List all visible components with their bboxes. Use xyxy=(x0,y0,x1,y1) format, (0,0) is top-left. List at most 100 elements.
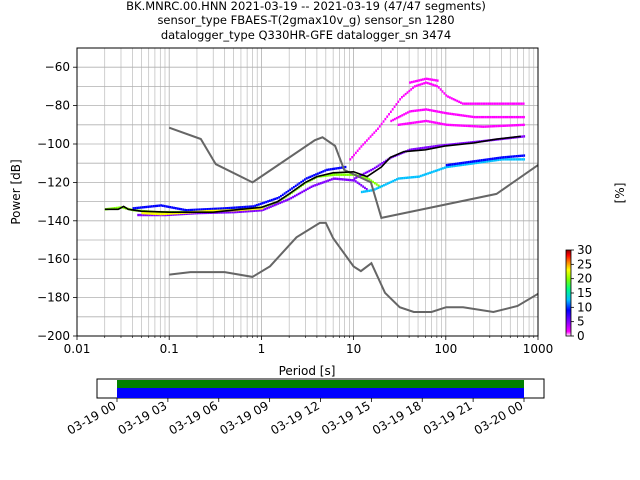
pdf-cell xyxy=(339,166,341,170)
colorbar-tick-label: 0 xyxy=(577,329,585,343)
pdf-cell xyxy=(366,170,369,174)
pdf-cell xyxy=(447,123,450,127)
pdf-cell xyxy=(236,210,239,214)
pdf-cell xyxy=(434,121,437,124)
pdf-cell xyxy=(381,184,384,188)
pdf-cell xyxy=(222,211,224,214)
pdf-cell xyxy=(427,77,430,81)
pdf-cell xyxy=(246,210,248,213)
pdf-cell xyxy=(460,161,463,165)
pdf-cell xyxy=(405,176,408,180)
pdf-cell xyxy=(436,84,438,88)
pdf-cell xyxy=(500,124,503,128)
pdf-cell xyxy=(333,167,336,170)
pdf-cell xyxy=(351,156,354,159)
pdf-cell xyxy=(517,158,520,161)
pdf-cell xyxy=(207,209,210,213)
pdf-cell xyxy=(349,158,352,161)
pdf-cell xyxy=(458,124,461,127)
pdf-cell xyxy=(384,117,387,121)
pdf-cell xyxy=(268,199,271,202)
pdf-cell xyxy=(521,115,524,119)
pdf-cell xyxy=(418,175,420,178)
nlnm-curve xyxy=(169,221,539,314)
pdf-cell xyxy=(329,178,331,182)
pdf-cell xyxy=(477,159,479,162)
segment-tick-label: 03-19 21 xyxy=(421,398,475,437)
pdf-cell xyxy=(272,198,275,201)
pdf-cell xyxy=(305,177,308,180)
pdf-cell xyxy=(369,135,372,138)
pdf-cell xyxy=(469,102,472,105)
pdf-cell xyxy=(146,212,149,215)
pdf-cell xyxy=(476,102,479,105)
pdf-cell xyxy=(257,207,260,210)
pdf-cell xyxy=(375,183,378,186)
pdf-cell xyxy=(244,210,247,213)
pdf-cell xyxy=(427,172,430,175)
pdf-cell xyxy=(502,156,505,159)
pdf-cell xyxy=(143,205,146,209)
pdf-cell xyxy=(383,184,385,187)
pdf-cell xyxy=(167,205,170,209)
pdf-cell xyxy=(493,157,496,160)
pdf-cell xyxy=(347,178,350,182)
pdf-cell xyxy=(517,102,520,105)
pdf-cell xyxy=(362,185,365,188)
pdf-cell xyxy=(453,164,455,168)
pdf-cell xyxy=(360,184,363,187)
pdf-cell xyxy=(475,125,477,128)
pdf-cell xyxy=(482,115,485,119)
pdf-cell xyxy=(499,115,501,119)
pdf-cell xyxy=(460,163,463,167)
pdf-cell xyxy=(471,160,474,163)
pdf-cell xyxy=(282,200,285,203)
pdf-cell xyxy=(491,157,494,160)
pdf-cell xyxy=(469,162,472,165)
pdf-cell xyxy=(343,178,346,181)
pdf-cell xyxy=(517,154,520,158)
pdf-cell xyxy=(497,156,500,160)
pdf-cell xyxy=(326,174,328,177)
pdf-cell xyxy=(506,102,508,105)
pdf-cell xyxy=(184,208,186,212)
pdf-cell xyxy=(168,213,171,217)
pdf-cell xyxy=(432,109,435,113)
pdf-cell xyxy=(412,148,415,151)
pdf-cell xyxy=(318,171,321,175)
pdf-cell xyxy=(177,213,180,216)
pdf-cell xyxy=(428,120,431,123)
pdf-cell xyxy=(456,162,459,165)
pdf-cell xyxy=(373,188,376,191)
pdf-cell xyxy=(489,102,492,105)
pdf-cell xyxy=(408,89,411,93)
pdf-cell xyxy=(146,213,149,217)
pdf-cell xyxy=(438,144,441,147)
pdf-cell xyxy=(241,205,244,209)
pdf-cell xyxy=(393,105,396,109)
pdf-cell xyxy=(314,184,317,187)
pdf-cell xyxy=(436,110,439,113)
pdf-cell xyxy=(144,213,147,217)
pdf-cell xyxy=(513,115,516,119)
pdf-cell xyxy=(439,88,442,91)
pdf-cell xyxy=(140,213,143,217)
pdf-cell xyxy=(430,170,433,174)
pdf-cell xyxy=(436,169,439,172)
segment-bar-lower xyxy=(117,388,524,398)
pdf-cell xyxy=(471,162,474,165)
pdf-cell xyxy=(262,208,265,211)
pdf-cell xyxy=(390,180,393,184)
pdf-cell xyxy=(175,213,178,216)
pdf-cell xyxy=(394,178,396,182)
pdf-cell xyxy=(495,124,498,128)
pdf-cell xyxy=(327,174,330,177)
pdf-cell xyxy=(356,181,359,184)
pdf-cell xyxy=(383,160,385,164)
pdf-cell xyxy=(458,142,461,145)
pdf-cell xyxy=(349,178,352,182)
pdf-cell xyxy=(208,207,210,211)
pdf-cell xyxy=(260,209,263,212)
pdf-cell xyxy=(445,94,448,97)
